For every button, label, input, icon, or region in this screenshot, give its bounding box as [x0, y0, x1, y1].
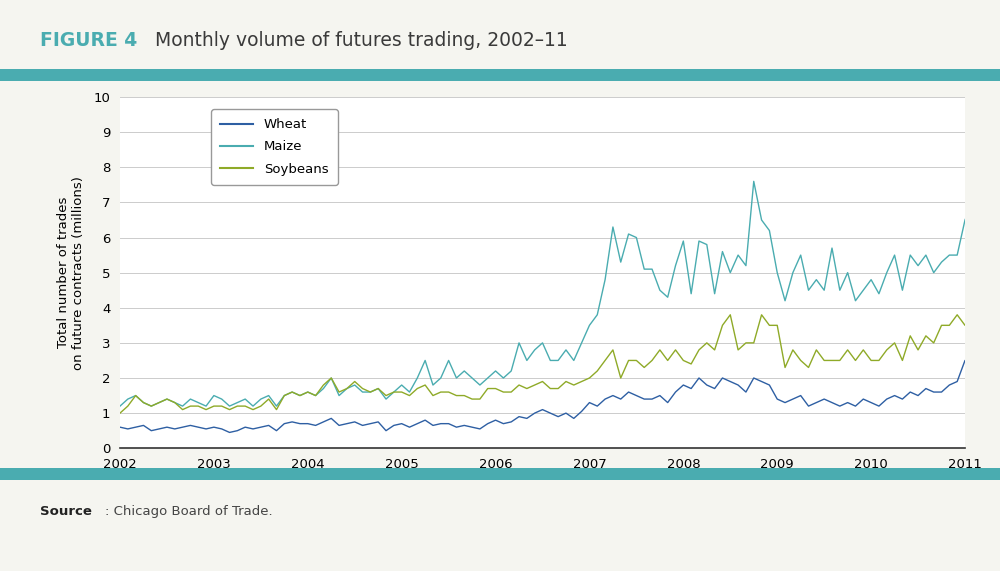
Wheat: [372, 419, 384, 425]
Wheat: [982, 339, 994, 346]
Soybeans: [630, 357, 642, 364]
Soybeans: [114, 410, 126, 417]
Maize: [114, 403, 126, 409]
Maize: [364, 389, 376, 396]
Maize: [756, 216, 768, 223]
Soybeans: [310, 392, 322, 399]
Wheat: [317, 419, 329, 425]
Maize: [849, 297, 861, 304]
Wheat: [114, 424, 126, 431]
Line: Maize: Maize: [120, 132, 1000, 406]
Text: Monthly volume of futures trading, 2002–11: Monthly volume of futures trading, 2002–…: [155, 31, 568, 50]
Line: Soybeans: Soybeans: [120, 280, 1000, 413]
Maize: [310, 392, 322, 399]
Wheat: [763, 381, 775, 388]
Wheat: [638, 396, 650, 403]
Soybeans: [756, 311, 768, 318]
Line: Wheat: Wheat: [120, 343, 1000, 432]
Wheat: [224, 429, 236, 436]
Soybeans: [982, 276, 994, 283]
Wheat: [857, 396, 869, 403]
Y-axis label: Total number of trades
on future contracts (millions): Total number of trades on future contrac…: [57, 176, 85, 369]
Soybeans: [364, 389, 376, 396]
Text: : Chicago Board of Trade.: : Chicago Board of Trade.: [105, 505, 273, 518]
Text: FIGURE 4: FIGURE 4: [40, 31, 137, 50]
Legend: Wheat, Maize, Soybeans: Wheat, Maize, Soybeans: [211, 109, 338, 185]
Soybeans: [849, 357, 861, 364]
Text: Source: Source: [40, 505, 92, 518]
Maize: [630, 234, 642, 241]
Maize: [982, 129, 994, 136]
